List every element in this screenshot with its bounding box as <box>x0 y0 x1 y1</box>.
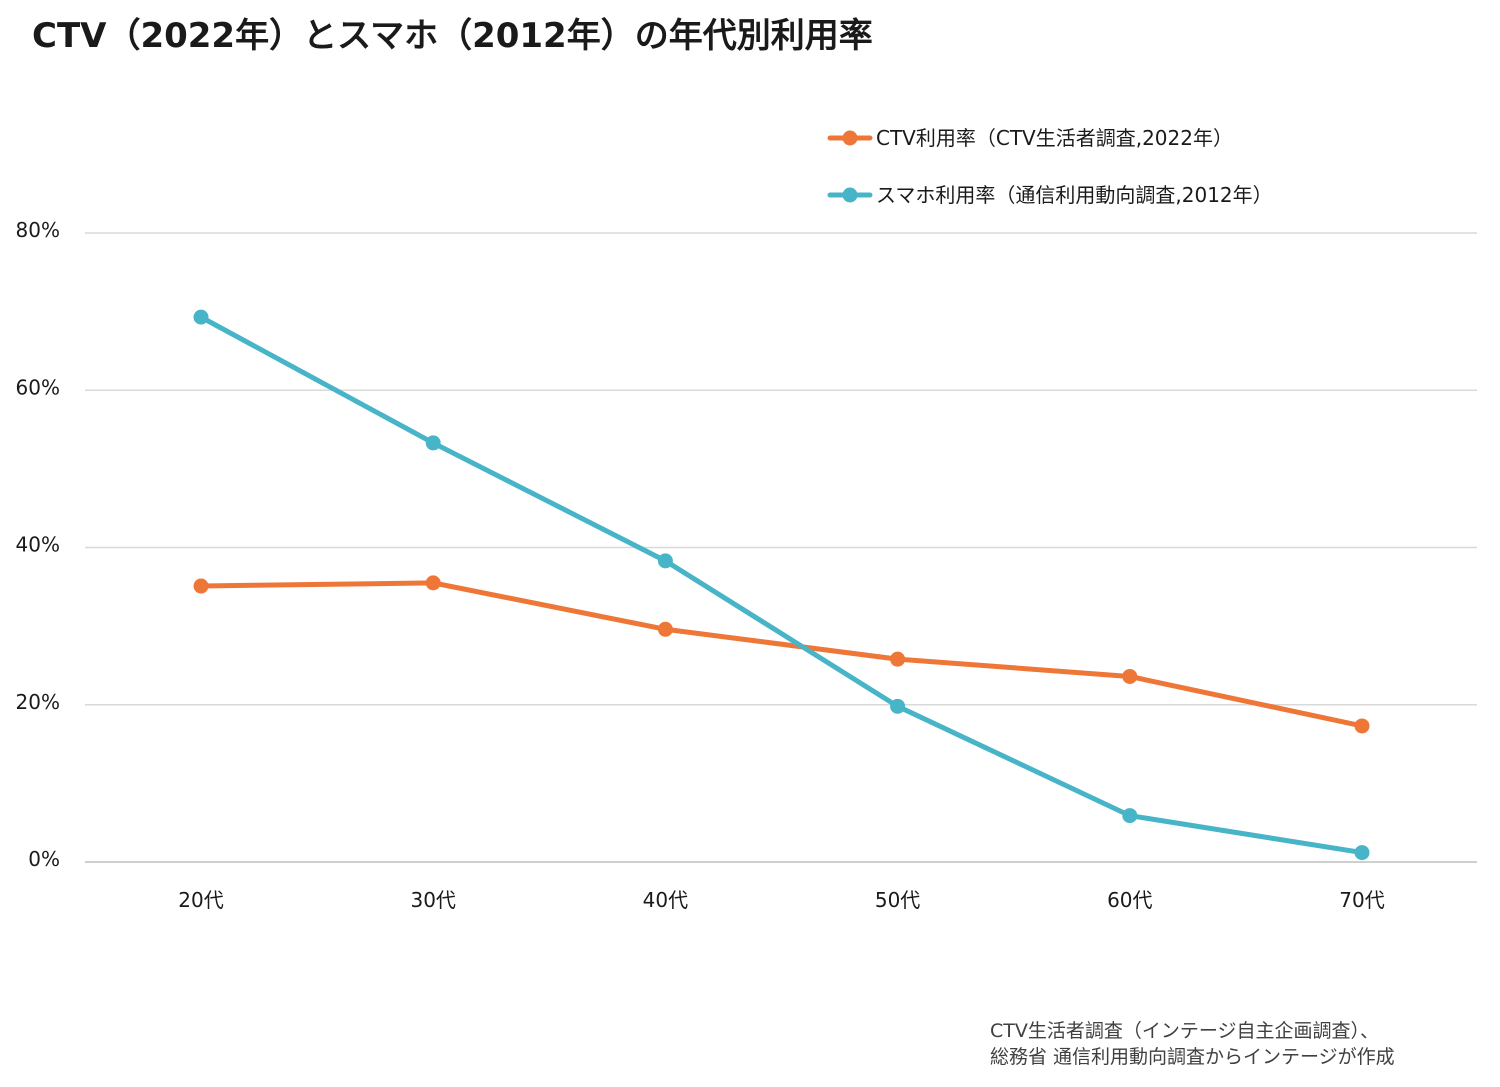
data-point <box>1354 718 1370 734</box>
chart-title: CTV（2022年）とスマホ（2012年）の年代別利用率 <box>32 16 873 56</box>
x-tick-label: 30代 <box>410 888 455 912</box>
y-tick-label: 20% <box>16 690 60 714</box>
source-line-1: CTV生活者調査（インテージ自主企画調査）、 <box>990 1020 1379 1042</box>
data-point <box>425 435 441 451</box>
data-point <box>1122 668 1138 684</box>
y-tick-label: 80% <box>16 218 60 242</box>
x-tick-label: 40代 <box>643 888 688 912</box>
y-tick-label: 60% <box>16 375 60 399</box>
data-point <box>193 578 209 594</box>
series-2 <box>193 309 1370 861</box>
data-point <box>1354 845 1370 861</box>
legend-label: スマホ利用率（通信利用動向調査,2012年） <box>876 183 1273 207</box>
legend-swatch-marker <box>842 187 858 203</box>
y-axis-ticks: 0% 20% 40% 60% 80% <box>16 218 60 871</box>
series-1 <box>193 575 1370 734</box>
x-tick-label: 70代 <box>1339 888 1384 912</box>
data-point <box>890 698 906 714</box>
series-line <box>198 580 1365 729</box>
source-line-2: 総務省 通信利用動向調査からインテージが作成 <box>990 1046 1395 1068</box>
data-point <box>657 553 673 569</box>
series-line <box>198 314 1365 856</box>
legend-label: CTV利用率（CTV生活者調査,2022年） <box>876 126 1233 150</box>
x-tick-label: 50代 <box>875 888 920 912</box>
data-point <box>890 651 906 667</box>
x-axis-ticks: 20代 30代 40代 50代 60代 70代 <box>178 888 1384 912</box>
gridlines <box>85 232 1477 863</box>
series-group <box>193 309 1370 861</box>
data-point <box>657 621 673 637</box>
source-note: CTV生活者調査（インテージ自主企画調査）、 総務省 通信利用動向調査からインテ… <box>990 1018 1395 1070</box>
y-tick-label: 40% <box>16 533 60 557</box>
x-tick-label: 60代 <box>1107 888 1152 912</box>
data-point <box>425 575 441 591</box>
legend-swatch-marker <box>842 130 858 146</box>
legend: CTV利用率（CTV生活者調査,2022年） スマホ利用率（通信利用動向調査,20… <box>827 126 1273 207</box>
data-point <box>1122 808 1138 824</box>
data-point <box>193 309 209 325</box>
x-tick-label: 20代 <box>178 888 223 912</box>
y-tick-label: 0% <box>28 847 60 871</box>
